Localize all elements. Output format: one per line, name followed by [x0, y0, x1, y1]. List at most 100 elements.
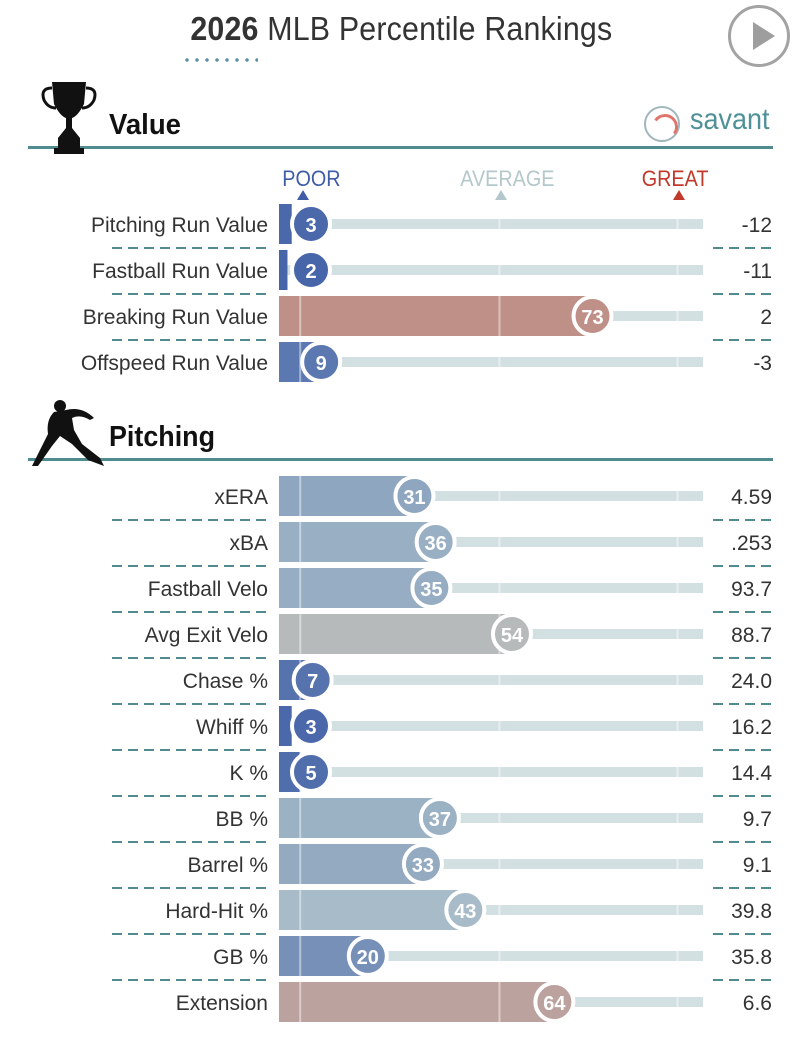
- metric-value-breaking-run-value: 2: [760, 306, 772, 329]
- track-offspeed-run-value: [317, 357, 703, 367]
- metric-value-whiff-pct: 16.2: [731, 716, 772, 739]
- metric-label-barrel-pct: Barrel %: [187, 854, 268, 877]
- track-pitching-run-value: [291, 219, 703, 229]
- trophy-icon: [41, 82, 97, 154]
- percentile-marker-chase-pct: [291, 659, 334, 701]
- percentile-marker-barrel-pct: [401, 843, 444, 885]
- title-underline-dots: [182, 58, 258, 62]
- track-chase-pct: [308, 675, 703, 685]
- bar-bb-pct: [279, 798, 436, 838]
- metric-value-bb-pct: 9.7: [743, 808, 772, 831]
- percentile-marker-avg-exit-velo: [490, 613, 533, 655]
- percentile-marker-extension: [533, 981, 576, 1023]
- metric-value-xba: .253: [731, 532, 772, 555]
- bar-whiff-pct: [279, 706, 292, 746]
- track-avg-exit-velo: [507, 629, 703, 639]
- section-title-pitching: Pitching: [109, 421, 215, 453]
- percentile-marker-offspeed-run-value: [300, 341, 343, 383]
- percentile-value-hard-hit-pct: 43: [454, 901, 476, 923]
- percentile-marker-xba: [414, 521, 457, 563]
- bar-barrel-pct: [279, 844, 419, 884]
- percentile-value-extension: 64: [543, 993, 566, 1015]
- percentile-marker-fastball-velo: [410, 567, 453, 609]
- metric-label-whiff-pct: Whiff %: [196, 716, 268, 739]
- track-fastball-run-value: [287, 265, 703, 275]
- metric-label-avg-exit-velo: Avg Exit Velo: [145, 624, 268, 647]
- track-extension: [550, 997, 703, 1007]
- play-button[interactable]: [728, 5, 790, 67]
- metric-label-k-pct: K %: [229, 762, 268, 785]
- track-barrel-pct: [418, 859, 703, 869]
- section-rule-value: [28, 146, 773, 149]
- percentile-value-breaking-run-value: 73: [581, 307, 603, 329]
- great-marker-icon: [673, 190, 685, 200]
- metric-label-fastball-velo: Fastball Velo: [148, 578, 268, 601]
- percentile-value-avg-exit-velo: 54: [501, 625, 524, 647]
- metric-value-k-pct: 14.4: [731, 762, 772, 785]
- percentile-value-pitching-run-value: 3: [305, 215, 316, 237]
- bar-fastball-velo: [279, 568, 428, 608]
- percentile-value-fastball-velo: 35: [420, 579, 442, 601]
- percentile-marker-bb-pct: [418, 797, 461, 839]
- track-breaking-run-value: [588, 311, 703, 321]
- percentile-value-bb-pct: 37: [429, 809, 451, 831]
- average-marker-icon: [495, 190, 507, 200]
- track-whiff-pct: [291, 721, 703, 731]
- baseball-icon: [644, 106, 680, 142]
- metric-label-chase-pct: Chase %: [183, 670, 268, 693]
- metric-value-hard-hit-pct: 39.8: [731, 900, 772, 923]
- track-xera: [410, 491, 703, 501]
- metric-label-pitching-run-value: Pitching Run Value: [91, 214, 268, 237]
- metric-label-xera: xERA: [214, 486, 268, 509]
- metric-label-xba: xBA: [229, 532, 268, 555]
- track-xba: [431, 537, 703, 547]
- percentile-value-whiff-pct: 3: [305, 717, 316, 739]
- metric-value-offspeed-run-value: -3: [753, 352, 772, 375]
- track-k-pct: [300, 767, 703, 777]
- scale-label-poor: POOR: [282, 166, 341, 191]
- metric-label-gb-pct: GB %: [213, 946, 268, 969]
- metric-label-breaking-run-value: Breaking Run Value: [83, 306, 268, 329]
- percentile-value-fastball-run-value: 2: [305, 261, 316, 283]
- percentile-value-gb-pct: 20: [357, 947, 379, 969]
- percentile-value-xera: 31: [403, 487, 425, 509]
- percentile-marker-hard-hit-pct: [444, 889, 487, 931]
- metric-value-extension: 6.6: [743, 992, 772, 1015]
- bar-fastball-run-value: [279, 250, 288, 290]
- metric-value-pitching-run-value: -12: [742, 214, 772, 237]
- percentile-value-chase-pct: 7: [307, 671, 318, 693]
- section-rule-pitching: [28, 458, 773, 461]
- bar-extension: [279, 982, 551, 1022]
- bar-breaking-run-value: [279, 296, 589, 336]
- poor-marker-icon: [297, 190, 309, 200]
- scale-label-great: GREAT: [641, 166, 709, 191]
- metric-value-fastball-velo: 93.7: [731, 578, 772, 601]
- bar-avg-exit-velo: [279, 614, 508, 654]
- bar-pitching-run-value: [279, 204, 292, 244]
- percentile-marker-xera: [393, 475, 436, 517]
- metric-value-fastball-run-value: -11: [743, 260, 772, 283]
- metric-label-extension: Extension: [176, 992, 268, 1015]
- percentile-marker-fastball-run-value: [290, 249, 332, 291]
- pitcher-silhouette-icon: [32, 400, 104, 466]
- track-gb-pct: [363, 951, 703, 961]
- metric-value-avg-exit-velo: 88.7: [731, 624, 772, 647]
- track-fastball-velo: [427, 583, 703, 593]
- bar-xera: [279, 476, 411, 516]
- percentile-marker-pitching-run-value: [290, 203, 332, 245]
- title-year: 2026: [189, 10, 259, 47]
- play-icon: [753, 22, 775, 50]
- metric-value-xera: 4.59: [731, 486, 772, 509]
- metric-value-chase-pct: 24.0: [731, 670, 772, 693]
- metric-label-hard-hit-pct: Hard-Hit %: [165, 900, 268, 923]
- page-title: 2026 MLB Percentile Rankings: [0, 10, 802, 48]
- metric-label-bb-pct: BB %: [215, 808, 268, 831]
- track-bb-pct: [435, 813, 703, 823]
- metric-value-barrel-pct: 9.1: [743, 854, 772, 877]
- title-text: MLB Percentile Rankings: [266, 10, 612, 47]
- track-hard-hit-pct: [461, 905, 703, 915]
- bar-xba: [279, 522, 432, 562]
- percentile-value-k-pct: 5: [305, 763, 316, 785]
- section-title-value: Value: [109, 109, 181, 141]
